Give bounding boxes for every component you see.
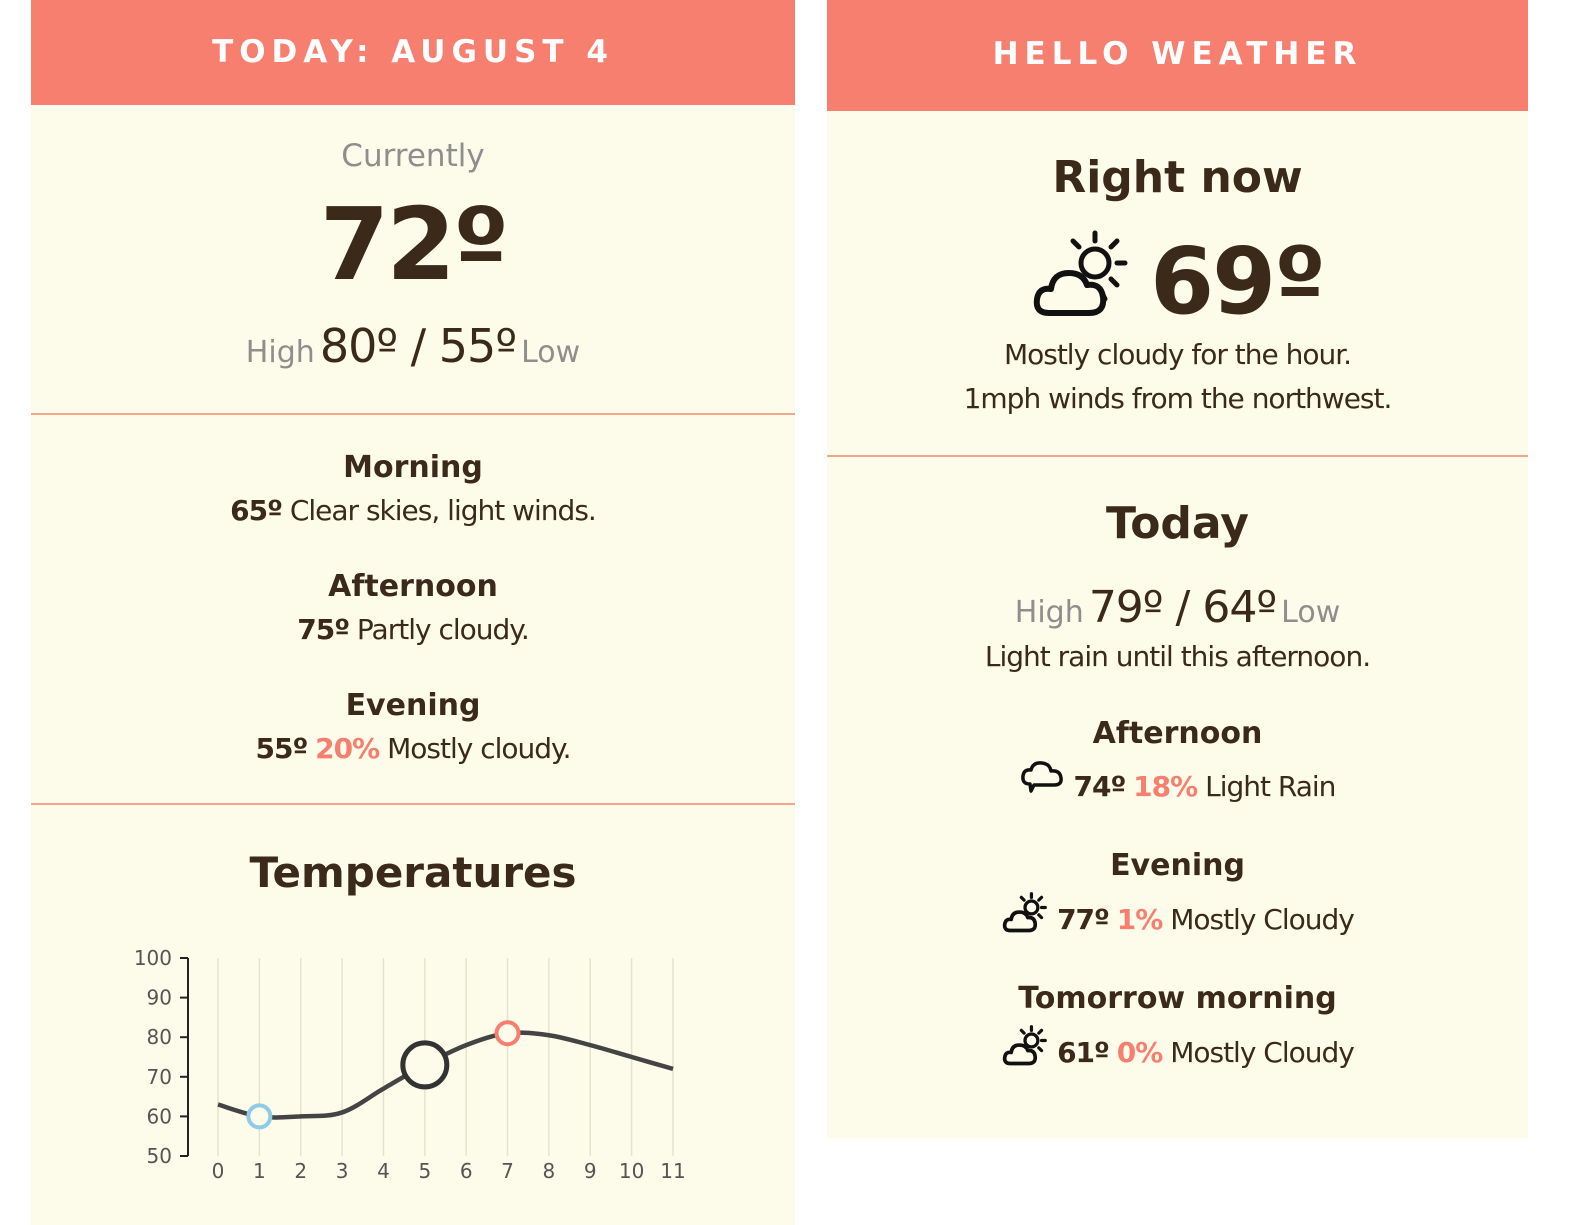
forecast-name: Afternoon xyxy=(1092,716,1263,751)
forecast-chance: 0% xyxy=(1116,1036,1164,1069)
today-panel: TODAY: AUGUST 4 Currently 72º High 80º /… xyxy=(31,0,795,1225)
partly-cloudy-icon xyxy=(1002,892,1048,933)
partly-cloudy-icon xyxy=(1033,230,1128,316)
x-tick-label: 5 xyxy=(418,1159,431,1183)
partly-cloudy-icon xyxy=(1002,1025,1048,1066)
period-detail: 75º Partly cloudy. xyxy=(31,613,795,646)
forecast-desc: Mostly Cloudy xyxy=(1170,903,1355,936)
period-detail: 55º 20% Mostly cloudy. xyxy=(31,732,795,765)
forecast-name: Evening xyxy=(1110,848,1245,883)
period-name: Afternoon xyxy=(328,569,498,604)
temperature-chart: 50 60 70 80 90 100 0 1 2 3 4 5 6 7 8 9 10 11 xyxy=(134,946,686,1183)
low-label: Low xyxy=(1281,595,1341,630)
forecast-detail: 74º 18% Light Rain xyxy=(827,761,1528,803)
high-label: High xyxy=(245,335,315,370)
today-title: Today xyxy=(1106,498,1249,549)
forecast-temp: 77º xyxy=(1057,903,1110,936)
forecast-desc: Light Rain xyxy=(1205,770,1336,803)
today-summary: Light rain until this afternoon. xyxy=(984,640,1371,673)
x-tick-label: 2 xyxy=(294,1159,307,1183)
period-name: Morning xyxy=(343,450,483,485)
high-label: High xyxy=(1014,595,1084,630)
y-tick-label: 50 xyxy=(147,1144,172,1168)
period-temp: 55º xyxy=(255,732,308,765)
divider xyxy=(827,455,1528,457)
low-label: Low xyxy=(521,335,581,370)
y-tick-label: 60 xyxy=(147,1104,172,1128)
period-detail: 65º Clear skies, light winds. xyxy=(31,494,795,527)
divider xyxy=(31,413,795,415)
app-header: HELLO WEATHER xyxy=(827,0,1528,111)
x-tick-label: 7 xyxy=(501,1159,514,1183)
y-tick-label: 80 xyxy=(147,1025,172,1049)
chart-title: Temperatures xyxy=(249,848,577,897)
x-tick-label: 4 xyxy=(377,1159,390,1183)
right-now-wind: 1mph winds from the northwest. xyxy=(963,382,1393,415)
forecast-temp: 74º xyxy=(1073,770,1126,803)
forecast-detail: 77º 1% Mostly Cloudy xyxy=(827,892,1528,936)
period-desc: Mostly cloudy. xyxy=(387,732,571,765)
forecast-name: Tomorrow morning xyxy=(1018,981,1337,1016)
right-now-summary: Mostly cloudy for the hour. xyxy=(1003,338,1352,371)
today-header: TODAY: AUGUST 4 xyxy=(31,0,795,105)
x-tick-label: 3 xyxy=(336,1159,349,1183)
hello-weather-panel: HELLO WEATHER Right now 69º Mostly cloud… xyxy=(827,0,1528,1138)
y-tick-label: 70 xyxy=(147,1065,172,1089)
y-tick-label: 100 xyxy=(134,946,172,970)
x-tick-label: 1 xyxy=(253,1159,266,1183)
current-conditions: 69º xyxy=(827,228,1528,338)
range-value: 79º / 64º xyxy=(1088,582,1277,633)
period-desc: Clear skies, light winds. xyxy=(289,494,597,527)
x-tick-label: 9 xyxy=(584,1159,597,1183)
period-chance: 20% xyxy=(315,732,380,765)
period-temp: 75º xyxy=(297,613,350,646)
range-value: 80º / 55º xyxy=(319,319,517,373)
x-tick-label: 0 xyxy=(212,1159,225,1183)
forecast-chance: 18% xyxy=(1133,770,1198,803)
forecast-detail: 61º 0% Mostly Cloudy xyxy=(827,1025,1528,1069)
period-name: Evening xyxy=(345,688,481,723)
period-temp: 65º xyxy=(230,494,283,527)
y-tick-label: 90 xyxy=(147,986,172,1010)
rain-cloud-icon xyxy=(1020,761,1063,793)
forecast-desc: Mostly Cloudy xyxy=(1170,1036,1355,1069)
current-temp-marker xyxy=(400,1040,450,1090)
today-range: High 79º / 64º Low xyxy=(827,580,1528,645)
right-now-temp: 69º xyxy=(1150,228,1326,335)
x-tick-label: 11 xyxy=(660,1159,685,1183)
current-temp: 72º xyxy=(319,186,510,303)
right-now-title: Right now xyxy=(1052,152,1303,203)
x-tick-label: 8 xyxy=(543,1159,556,1183)
x-tick-label: 10 xyxy=(619,1159,644,1183)
forecast-chance: 1% xyxy=(1116,903,1164,936)
low-temp-marker xyxy=(246,1103,273,1130)
period-desc: Partly cloudy. xyxy=(356,613,530,646)
high-temp-marker xyxy=(494,1020,521,1047)
current-label: Currently xyxy=(341,138,485,174)
high-low-range: High 80º / 55º Low xyxy=(31,316,795,387)
x-tick-label: 6 xyxy=(460,1159,473,1183)
forecast-temp: 61º xyxy=(1057,1036,1110,1069)
divider xyxy=(31,803,795,805)
